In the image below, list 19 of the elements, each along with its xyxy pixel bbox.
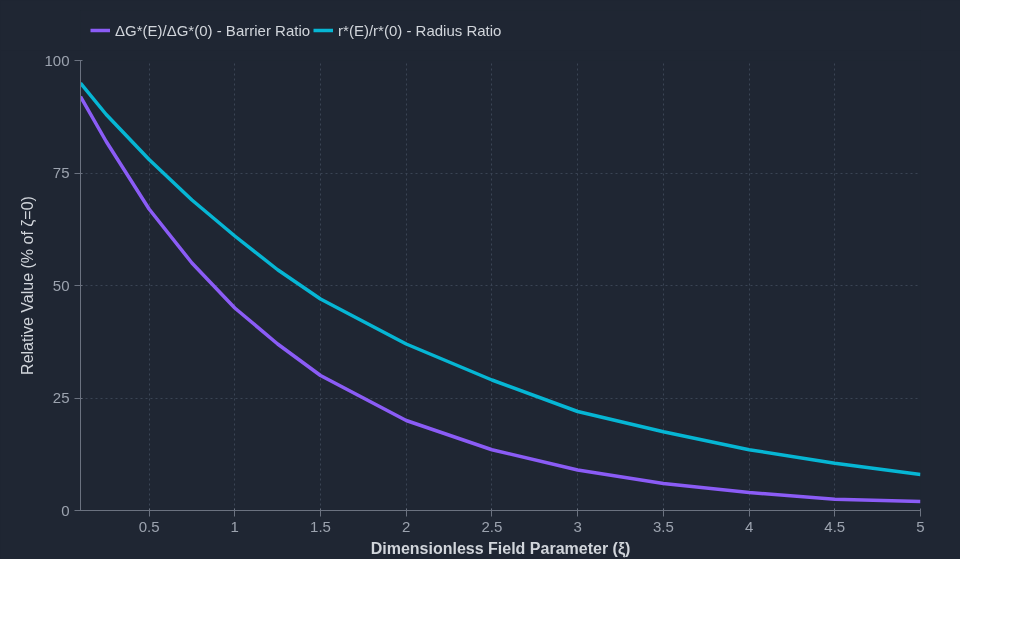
x-tick-label: 2 (402, 517, 411, 535)
y-axis-title: Relative Value (% of ζ=0) (19, 196, 38, 375)
y-tick-label: 75 (52, 164, 70, 181)
legend-label: ΔG*(E)/ΔG*(0) - Barrier Ratio (115, 21, 311, 39)
y-tick-label: 50 (52, 276, 70, 294)
x-tick-label: 3.5 (652, 517, 674, 535)
x-tick-label: 1 (230, 517, 239, 535)
x-tick-label: 4.5 (824, 517, 846, 535)
legend-label: r*(E)/r*(0) - Radius Ratio (338, 21, 502, 39)
y-tick-label: 100 (44, 51, 70, 69)
x-tick-label: 3 (573, 517, 582, 535)
y-tick-label: 0 (61, 501, 70, 519)
x-tick-label: 2.5 (481, 517, 503, 535)
x-tick-label: 5 (916, 517, 925, 535)
x-tick-label: 0.5 (138, 517, 160, 535)
x-tick-label: 1.5 (310, 517, 331, 535)
x-tick-label: 4 (744, 517, 754, 535)
x-axis-title: Dimensionless Field Parameter (ξ) (370, 539, 631, 558)
y-tick-label: 25 (52, 389, 70, 406)
